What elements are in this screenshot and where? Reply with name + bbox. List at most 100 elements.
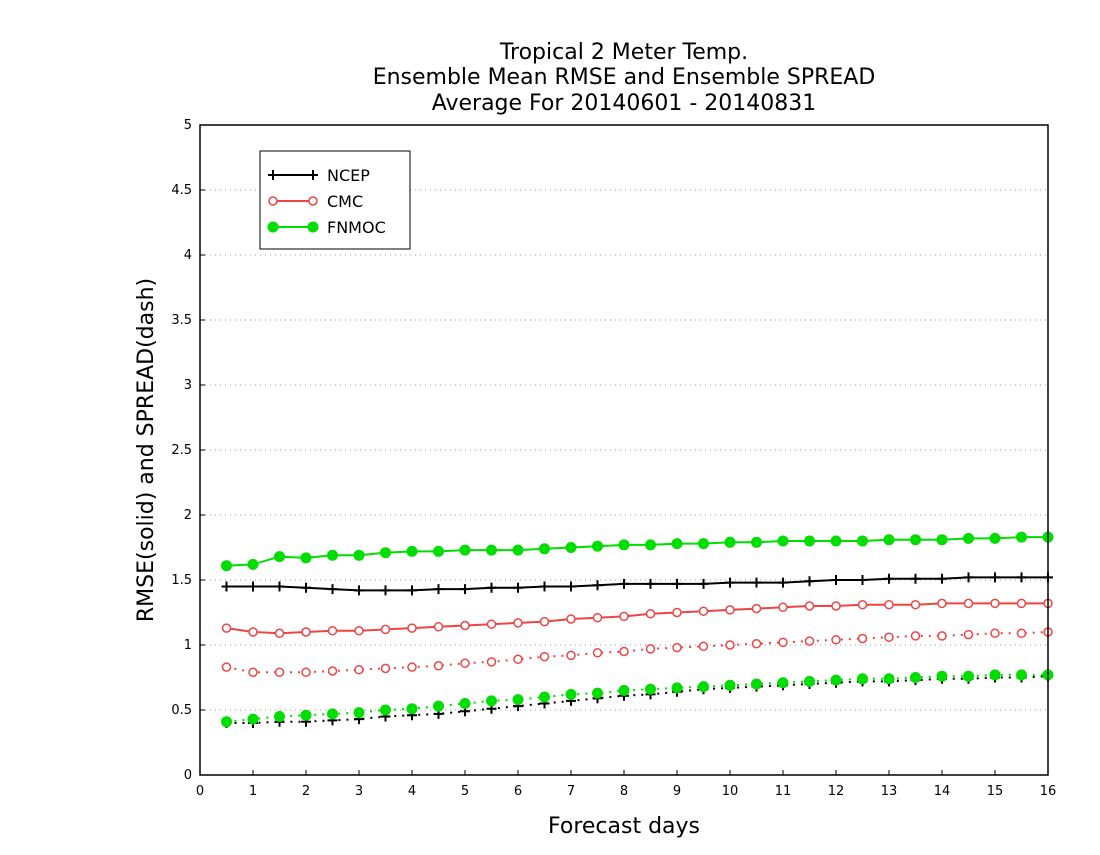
data-point bbox=[300, 552, 312, 564]
data-point bbox=[301, 582, 311, 593]
data-point bbox=[698, 538, 709, 550]
data-point bbox=[1016, 669, 1027, 681]
x-tick-label: 6 bbox=[514, 784, 522, 799]
data-point bbox=[354, 585, 364, 596]
data-point bbox=[459, 698, 471, 709]
data-point bbox=[268, 170, 278, 180]
data-point bbox=[724, 536, 736, 548]
data-point bbox=[592, 540, 603, 552]
data-point bbox=[804, 601, 815, 611]
data-point bbox=[778, 602, 788, 613]
data-point bbox=[380, 704, 391, 716]
data-point bbox=[910, 631, 921, 641]
series-cmc-spread-line bbox=[226, 631, 1049, 674]
x-tick-label: 9 bbox=[673, 784, 681, 799]
series-fnmoc-spread-line bbox=[226, 673, 1048, 723]
data-point bbox=[857, 599, 868, 610]
data-point bbox=[460, 658, 470, 668]
grid-lines bbox=[200, 189, 1048, 711]
x-tick-label: 15 bbox=[987, 784, 1004, 799]
data-point bbox=[566, 614, 576, 624]
data-point bbox=[221, 581, 232, 592]
x-tick-label: 2 bbox=[302, 784, 310, 799]
data-point bbox=[910, 672, 921, 683]
data-point bbox=[884, 599, 894, 610]
data-point bbox=[512, 544, 524, 556]
data-point bbox=[751, 577, 762, 588]
data-point bbox=[777, 535, 789, 547]
data-point bbox=[221, 716, 232, 728]
data-point bbox=[910, 534, 921, 546]
data-point bbox=[354, 625, 364, 636]
data-point bbox=[910, 573, 921, 584]
data-point bbox=[990, 598, 1000, 609]
data-point bbox=[354, 664, 364, 675]
legend-item-ncep: NCEP bbox=[268, 166, 370, 185]
data-point bbox=[830, 674, 842, 686]
y-tick-label: 0.5 bbox=[171, 703, 192, 718]
data-point bbox=[672, 578, 682, 589]
data-point bbox=[936, 670, 948, 682]
data-point bbox=[247, 558, 259, 570]
data-point bbox=[963, 572, 974, 583]
data-point bbox=[884, 632, 894, 642]
data-point bbox=[221, 662, 232, 672]
data-point bbox=[751, 603, 762, 614]
data-point bbox=[407, 585, 417, 596]
data-point bbox=[618, 539, 630, 551]
data-point bbox=[274, 581, 285, 592]
data-point bbox=[460, 584, 470, 595]
title-line-1: Tropical 2 Meter Temp. bbox=[499, 40, 748, 65]
data-point bbox=[513, 582, 523, 593]
series-fnmoc-rmse bbox=[221, 531, 1054, 572]
series-fnmoc-rmse-line bbox=[226, 536, 1048, 567]
data-point bbox=[619, 646, 629, 657]
data-point bbox=[274, 667, 285, 678]
data-point bbox=[513, 654, 523, 665]
series-cmc-rmse-line bbox=[226, 602, 1048, 635]
data-point bbox=[725, 640, 735, 650]
data-point bbox=[671, 538, 683, 550]
data-point bbox=[937, 631, 947, 641]
data-point bbox=[459, 544, 471, 556]
data-point bbox=[433, 622, 444, 632]
x-tick-label: 7 bbox=[567, 784, 575, 799]
data-point bbox=[857, 535, 868, 547]
data-point bbox=[301, 667, 311, 678]
data-point bbox=[857, 673, 868, 685]
legend: NCEP CMC FNMOC bbox=[259, 150, 411, 250]
data-point bbox=[267, 221, 279, 233]
data-point bbox=[248, 627, 258, 637]
series-cmc-spread bbox=[221, 627, 1053, 678]
data-point bbox=[539, 691, 550, 703]
data-point bbox=[619, 578, 629, 589]
data-point bbox=[308, 196, 318, 206]
data-point bbox=[486, 582, 497, 593]
data-point bbox=[566, 581, 576, 592]
y-tick-label: 2.5 bbox=[171, 443, 192, 458]
y-tick-label: 2 bbox=[184, 508, 192, 523]
legend-label: CMC bbox=[327, 192, 363, 211]
data-point bbox=[857, 575, 868, 585]
chart-title: Tropical 2 Meter Temp. Ensemble Mean RMS… bbox=[373, 40, 876, 116]
x-tick-label: 10 bbox=[722, 784, 739, 799]
data-point bbox=[857, 633, 868, 644]
data-point bbox=[645, 539, 656, 551]
x-tick-label: 3 bbox=[355, 784, 363, 799]
data-point bbox=[804, 576, 815, 587]
data-point bbox=[539, 616, 550, 627]
data-point bbox=[804, 675, 815, 687]
data-point bbox=[989, 669, 1001, 681]
y-tick-label: 3 bbox=[184, 378, 192, 393]
y-tick-label: 4.5 bbox=[171, 183, 192, 198]
data-point bbox=[268, 196, 278, 206]
data-point bbox=[724, 679, 736, 691]
y-axis-label: RMSE(solid) and SPREAD(dash) bbox=[134, 278, 159, 622]
x-axis-ticks: 0 1 2 3 4 5 6 7 8 9 10 11 12 13 14 15 16 bbox=[196, 770, 1056, 799]
data-point bbox=[433, 545, 444, 557]
data-point bbox=[751, 536, 762, 548]
data-point bbox=[486, 695, 497, 707]
series-ncep-spread bbox=[221, 671, 1053, 728]
legend-item-cmc: CMC bbox=[268, 192, 363, 211]
data-point bbox=[353, 707, 365, 719]
